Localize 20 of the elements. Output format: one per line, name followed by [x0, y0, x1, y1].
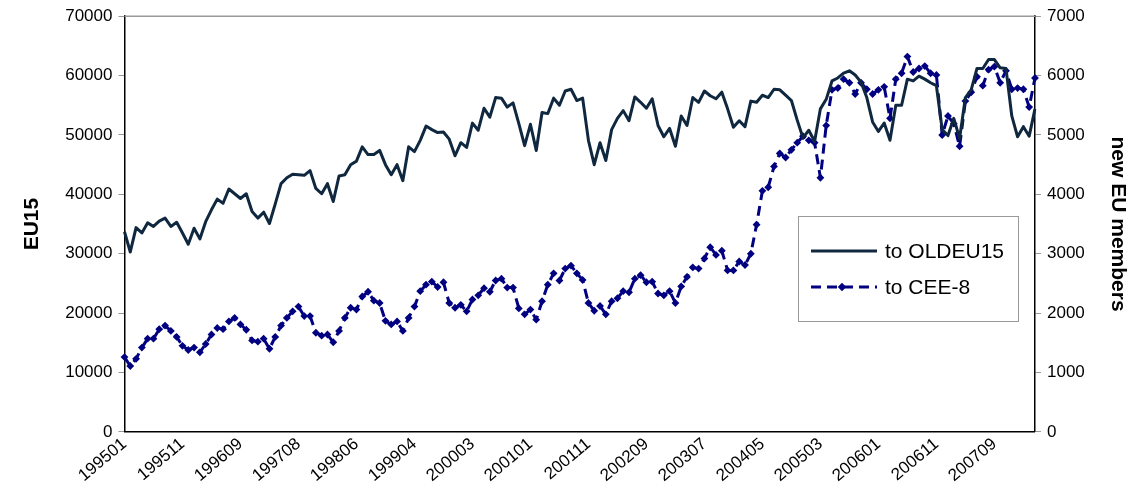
y-tick-label: 30000	[65, 243, 113, 263]
legend-label: to CEE-8	[884, 275, 971, 300]
y-tick-label: 40000	[65, 184, 113, 204]
y2-tick-label: 7000	[1046, 5, 1085, 25]
y2-tick-label: 6000	[1046, 65, 1085, 85]
y2-tick-label: 3000	[1046, 243, 1085, 263]
y-axis-title: EU15	[19, 197, 43, 251]
y-tick-label: 10000	[65, 362, 113, 382]
y-tick-label: 50000	[65, 124, 113, 144]
y2-tick-label: 5000	[1046, 124, 1085, 144]
y2-tick-label: 4000	[1046, 184, 1085, 204]
y-tick-label: 0	[103, 421, 113, 441]
legend-label: to OLDEU15	[884, 239, 1005, 264]
y2-tick-label: 2000	[1046, 302, 1085, 322]
y2-axis-title: new EU members	[1107, 136, 1131, 312]
y-tick-label: 70000	[65, 5, 113, 25]
y-tick-label: 60000	[65, 65, 113, 85]
y-tick-label: 20000	[65, 302, 113, 322]
y2-tick-label: 1000	[1046, 362, 1085, 382]
y2-tick-label: 0	[1046, 421, 1057, 441]
